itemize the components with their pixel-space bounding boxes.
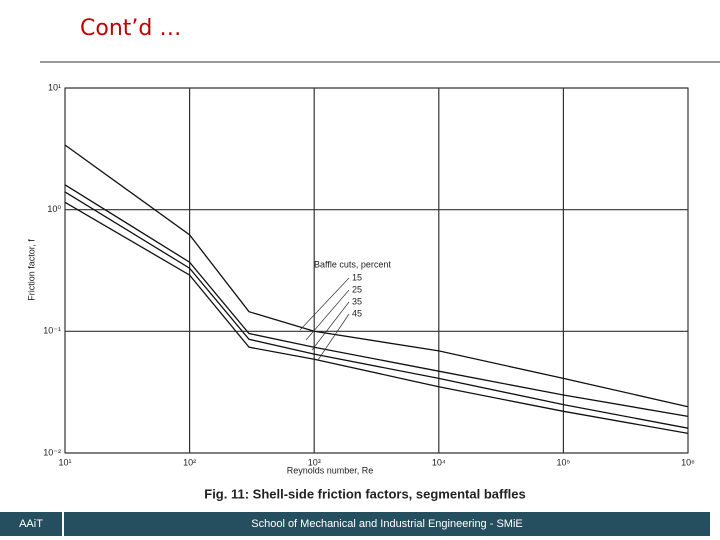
legend-bg [311,258,403,271]
curve [64,201,689,435]
curve [64,191,689,429]
legend-label-bg [350,285,366,295]
y-axis-label: Friction factor, f [26,239,36,301]
leader-line [299,277,350,331]
legend-label: 35 [352,296,362,306]
figure-caption: Fig. 11: Shell-side friction factors, se… [204,486,525,501]
y-tick-label: 10¹ [48,82,61,92]
title-rule [40,61,720,63]
slide-title: Cont’d … [80,16,182,41]
legend-label-bg [350,297,366,307]
legend-label-bg [350,273,366,283]
footer-left: AAiT [0,512,62,536]
x-tick-label: 10⁵ [557,457,571,467]
leader-line [317,313,350,361]
x-tick-label: 10¹ [58,457,71,467]
legend-label: 15 [352,272,362,282]
curve [64,184,689,418]
x-tick-label: 10³ [308,457,321,467]
x-tick-label: 10⁴ [432,457,446,467]
legend-label: 45 [352,308,362,318]
x-tick-label: 10² [183,457,196,467]
footer-center: School of Mechanical and Industrial Engi… [64,512,710,536]
leader-line [305,289,350,341]
curve [64,144,689,408]
legend-title: Baffle cuts, percent [314,259,391,269]
leader-line [311,301,350,351]
y-tick-label: 10⁻² [43,447,61,457]
x-axis-label: Reynolds number, Re [287,465,374,475]
x-tick-label: 10⁶ [681,457,695,467]
y-tick-label: 10⁻¹ [43,326,61,336]
chart: Reynolds number, Re Friction factor, f F… [26,82,695,501]
legend-label-bg [350,309,366,319]
legend-label: 25 [352,284,362,294]
y-tick-label: 10⁰ [47,204,61,214]
